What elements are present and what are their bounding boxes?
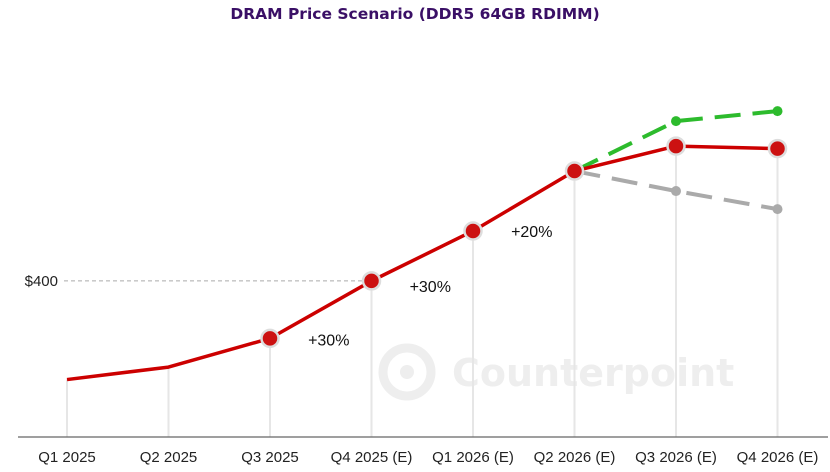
downside-point [671, 186, 681, 197]
change-annotation: +20% [511, 224, 552, 241]
base-point [666, 136, 686, 156]
series-line-base [66, 144, 778, 382]
watermark-text: Counterpoint [452, 351, 734, 395]
x-tick-label: Q4 2026 (E) [737, 449, 819, 466]
x-tick-label: Q2 2026 (E) [534, 449, 616, 466]
chart-title: DRAM Price Scenario (DDR5 64GB RDIMM) [230, 5, 600, 23]
base-point [564, 161, 585, 181]
x-tick-label: Q1 2026 (E) [432, 449, 514, 466]
change-annotation: +30% [308, 333, 349, 350]
base-point [463, 221, 483, 241]
x-tick-label: Q4 2025 (E) [331, 449, 413, 466]
x-tick-label: Q3 2026 (E) [635, 449, 717, 466]
downside-point [772, 204, 783, 215]
base-point [260, 328, 280, 349]
y-reference-label: $400 [25, 273, 58, 290]
upside-point [772, 106, 783, 117]
base-point [767, 138, 788, 159]
change-annotation: +30% [410, 279, 451, 296]
x-tick-label: Q1 2025 [38, 449, 96, 466]
watermark-logo: Counterpoint [378, 343, 734, 401]
x-tick-label: Q3 2025 [241, 449, 299, 466]
base-point [361, 271, 382, 291]
x-tick-label: Q2 2025 [140, 449, 198, 466]
upside-point [671, 116, 681, 127]
series-line-downside [574, 169, 778, 212]
